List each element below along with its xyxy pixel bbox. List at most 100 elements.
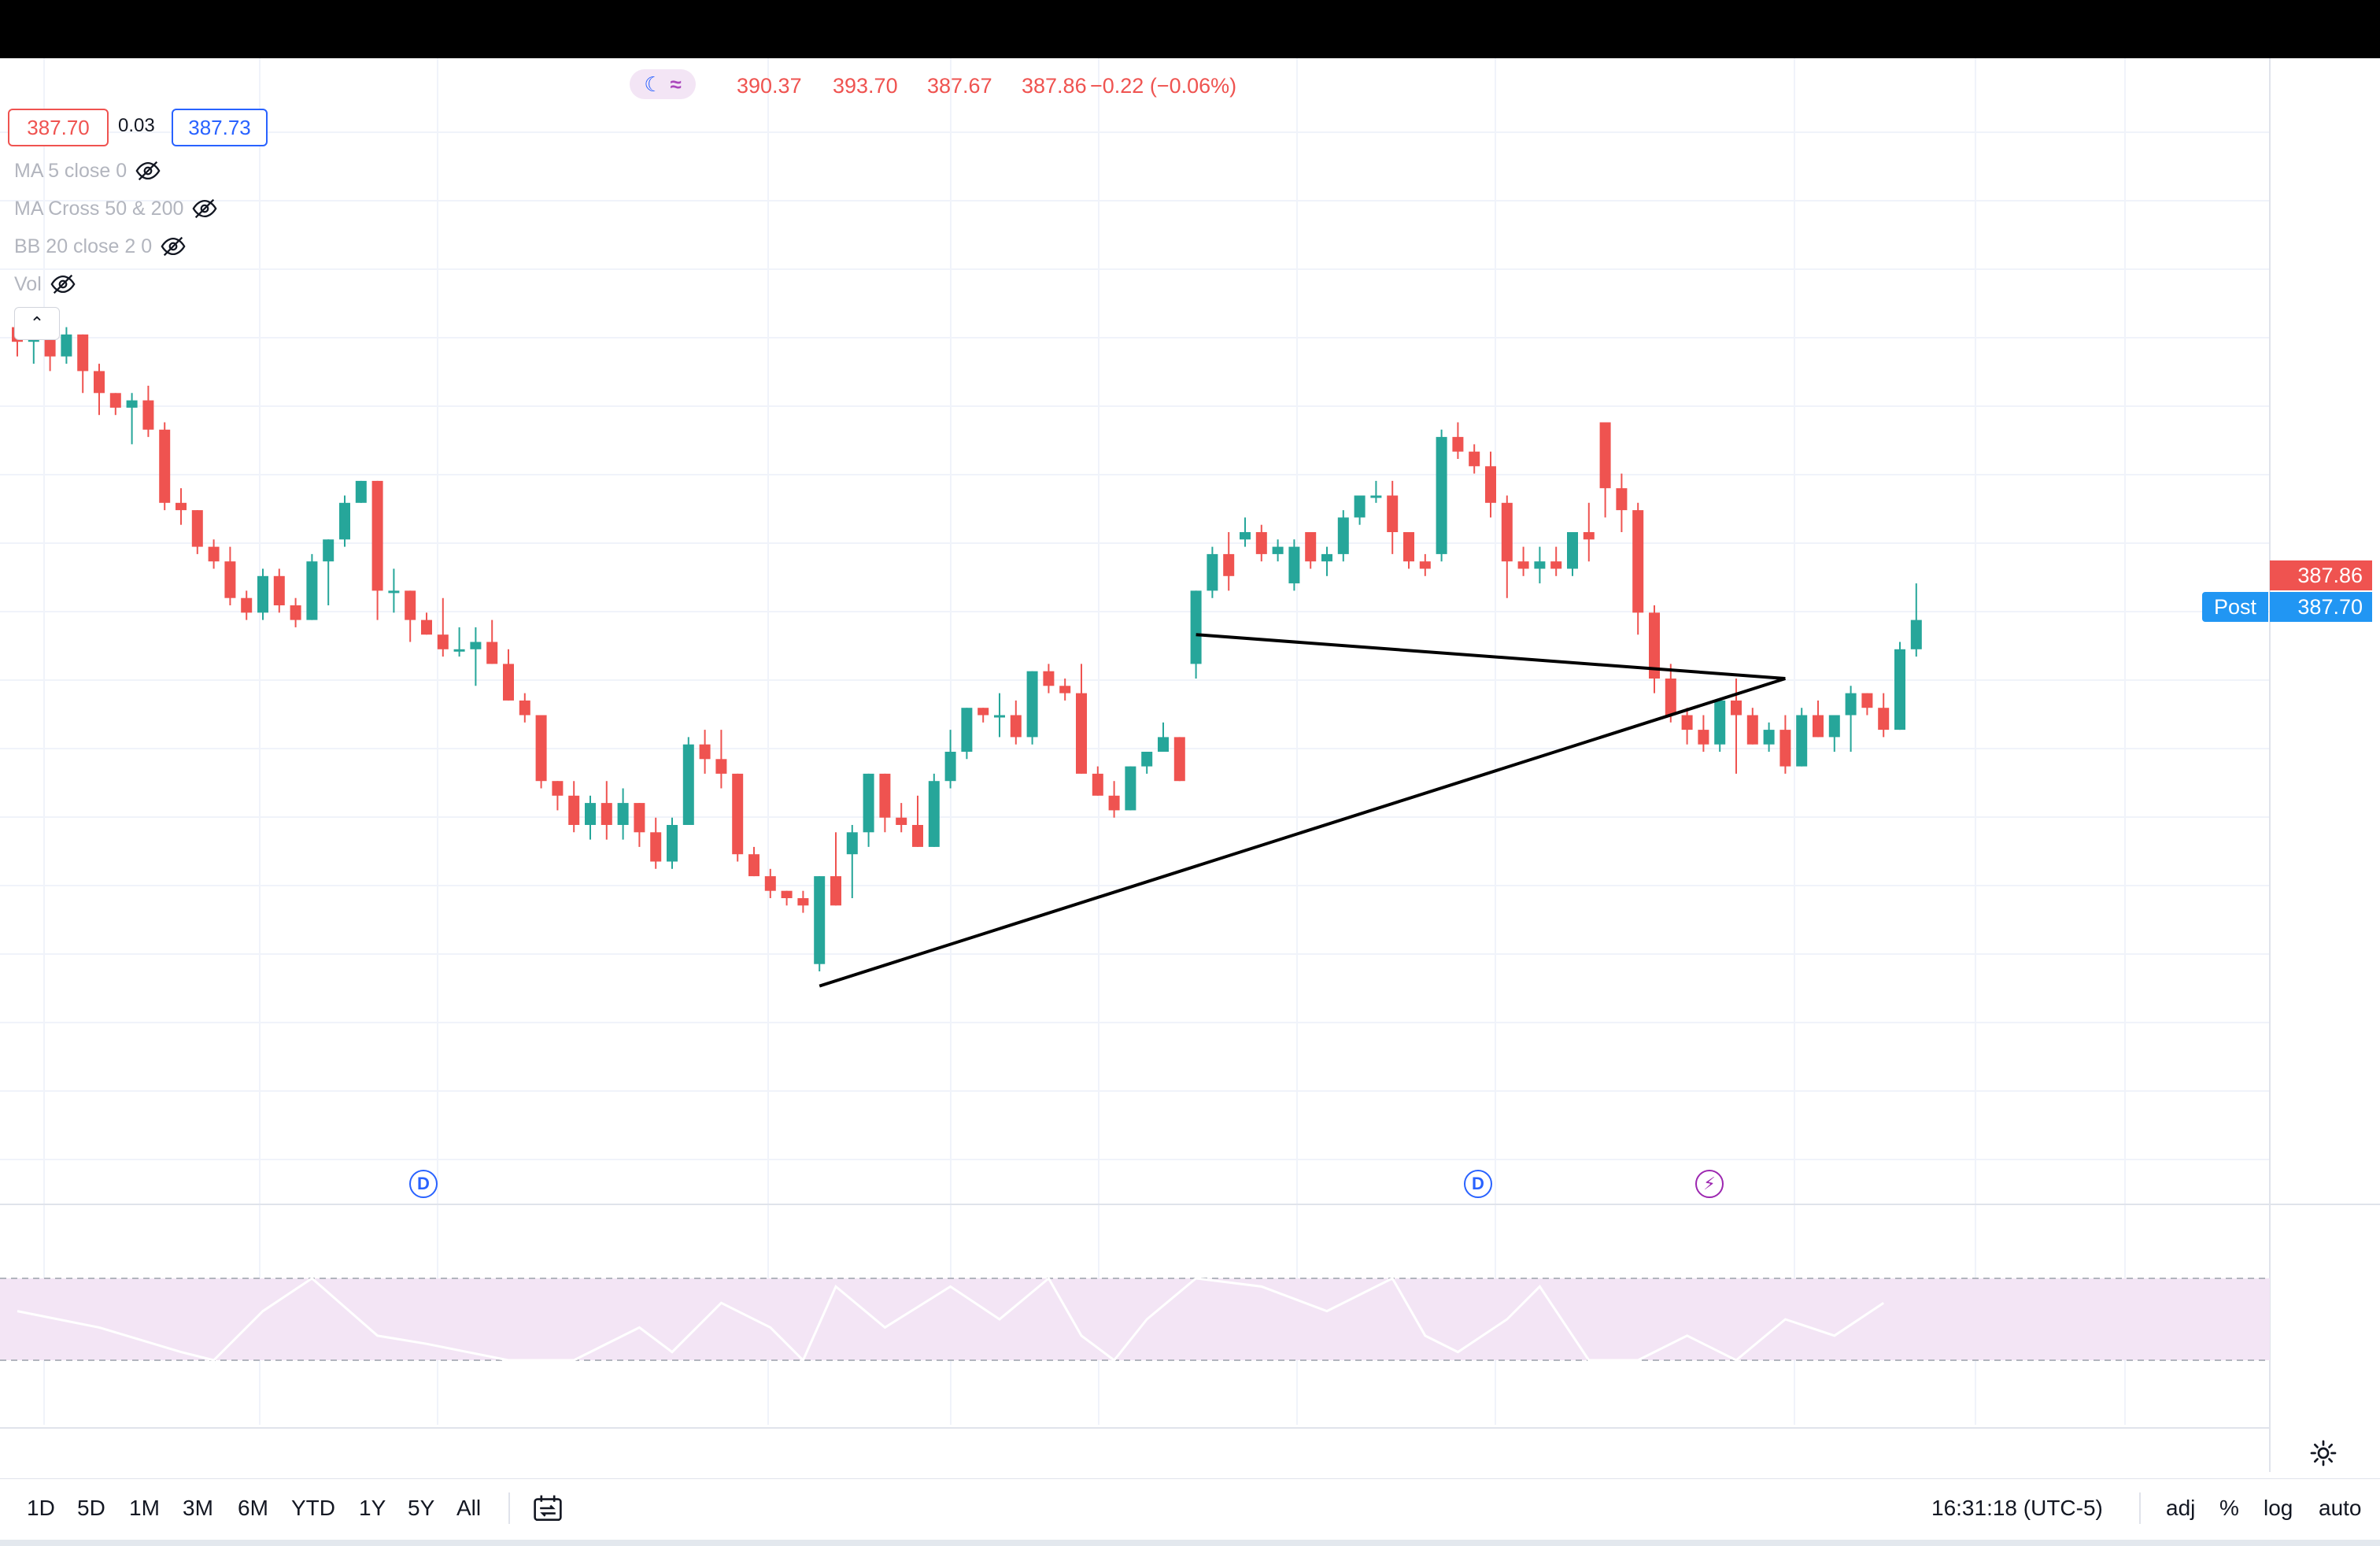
eye-crossed-icon[interactable] <box>50 271 76 298</box>
candle-body <box>1240 532 1251 540</box>
candle-body <box>601 803 612 825</box>
range-1m-button[interactable]: 1M <box>129 1496 160 1520</box>
range-1d-button[interactable]: 1D <box>27 1496 55 1520</box>
candle-body <box>699 744 711 760</box>
range-1y-button[interactable]: 1Y <box>359 1496 386 1520</box>
candle-body <box>1255 532 1267 554</box>
candle-body <box>961 708 973 752</box>
candle-body <box>1665 679 1676 716</box>
auto-toggle[interactable]: auto <box>2319 1496 2362 1520</box>
date-range-icon[interactable] <box>532 1494 564 1522</box>
candle-body <box>797 898 809 906</box>
candle-body <box>944 752 956 782</box>
eye-crossed-icon[interactable] <box>191 195 218 222</box>
candle-body <box>1632 510 1644 613</box>
candle-body <box>1763 730 1775 745</box>
dividend-marker[interactable]: D <box>1464 1170 1492 1198</box>
range-6m-button[interactable]: 6M <box>238 1496 268 1520</box>
ohlc-high: 393.70 <box>833 74 898 98</box>
post-market-label: Post <box>2202 592 2268 622</box>
candle-body <box>1731 700 1742 716</box>
candle-body <box>61 334 72 357</box>
log-toggle[interactable]: log <box>2264 1496 2293 1520</box>
candle-body <box>781 890 793 898</box>
candle-body <box>1599 422 1611 489</box>
candle-body <box>1746 715 1758 745</box>
candle-body <box>928 781 940 847</box>
candle-body <box>1714 700 1726 745</box>
candle-body <box>764 876 776 891</box>
range-ytd-button[interactable]: YTD <box>291 1496 335 1520</box>
candle-body <box>1779 730 1791 767</box>
indicator-ma5[interactable]: MA 5 close 0 <box>14 157 161 184</box>
candle-body <box>241 597 253 613</box>
candle-body <box>585 803 596 825</box>
candle-body <box>682 744 694 825</box>
range-all-button[interactable]: All <box>456 1496 482 1520</box>
range-5d-button[interactable]: 5D <box>77 1496 105 1520</box>
earnings-marker[interactable]: ⚡ <box>1695 1170 1724 1198</box>
eye-crossed-icon[interactable] <box>160 233 187 260</box>
candle-body <box>1108 795 1120 811</box>
candle-body <box>879 773 891 818</box>
ask-price-tag[interactable]: 387.73 <box>172 109 268 146</box>
candle-body <box>912 825 923 847</box>
range-3m-button[interactable]: 3M <box>183 1496 213 1520</box>
range-5y-button[interactable]: 5Y <box>408 1496 435 1520</box>
spread-value: 0.03 <box>118 115 155 136</box>
candle-body <box>1321 553 1332 562</box>
candle-body <box>77 334 89 372</box>
indicator-label: BB 20 close 2 0 <box>14 235 153 257</box>
gear-icon[interactable] <box>2309 1439 2338 1467</box>
candle-body <box>191 510 203 547</box>
candle-body <box>715 759 727 774</box>
candle-body <box>1010 715 1022 738</box>
candle-body <box>323 539 334 562</box>
candlestick-chart[interactable] <box>0 58 2380 1477</box>
candle-body <box>732 773 744 855</box>
candle-body <box>1878 708 1890 730</box>
candle-body <box>437 634 449 649</box>
dividend-marker[interactable]: D <box>409 1170 438 1198</box>
candle-body <box>552 781 564 796</box>
chart-grid <box>0 58 2380 1472</box>
toolbar-divider <box>2139 1492 2141 1524</box>
ohlc-close: 387.86 <box>1022 74 1087 98</box>
candle-body <box>617 803 629 825</box>
indicator-bb[interactable]: BB 20 close 2 0 <box>14 233 187 260</box>
candle-body <box>1436 437 1447 554</box>
bottom-toolbar <box>0 1478 2380 1539</box>
candle-body <box>667 825 678 862</box>
candle-body <box>273 575 285 605</box>
candle-body <box>1796 715 1808 767</box>
clock-timezone-button[interactable]: 16:31:18 (UTC-5) <box>1931 1496 2103 1520</box>
candle-body <box>535 715 547 782</box>
candle-body <box>1158 737 1169 752</box>
bottom-edge <box>0 1540 2380 1546</box>
session-indicators[interactable]: ☾ ≈ <box>630 69 696 99</box>
adj-toggle[interactable]: adj <box>2166 1496 2196 1520</box>
eye-crossed-icon[interactable] <box>135 157 161 184</box>
post-price-tag: 387.70 <box>2270 592 2372 622</box>
candle-body <box>388 590 400 594</box>
chart-area[interactable] <box>0 58 2380 1477</box>
candle-body <box>224 561 236 598</box>
candle-body <box>1370 495 1382 498</box>
candle-body <box>109 393 121 408</box>
bid-price-tag[interactable]: 387.70 <box>8 109 109 146</box>
candle-body <box>994 715 1005 718</box>
percent-toggle[interactable]: % <box>2219 1496 2239 1520</box>
candle-body <box>1125 766 1136 811</box>
candle-body <box>1894 649 1905 730</box>
candle-body <box>1059 686 1071 693</box>
ohlc-low: 387.67 <box>927 74 992 98</box>
indicator-label: MA 5 close 0 <box>14 159 128 182</box>
candle-body <box>159 429 171 503</box>
indicator-vol[interactable]: Vol <box>14 271 76 298</box>
candle-body <box>1616 488 1628 511</box>
indicator-ma-cross[interactable]: MA Cross 50 & 200 <box>14 195 218 222</box>
collapse-legend-button[interactable]: ⌃ <box>14 307 60 340</box>
candle-body <box>748 854 759 877</box>
candle-body <box>1141 752 1153 767</box>
candle-body <box>94 371 105 394</box>
